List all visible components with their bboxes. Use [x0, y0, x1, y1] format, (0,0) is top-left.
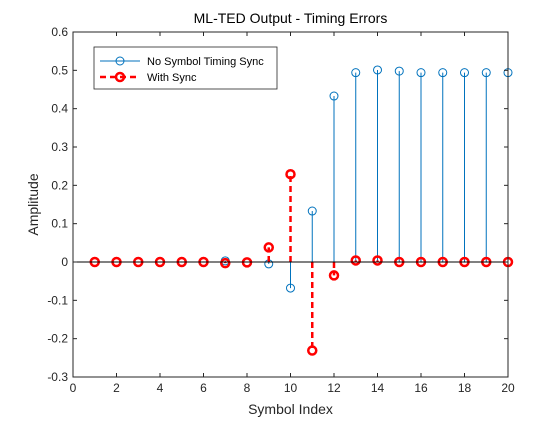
- y-tick-label: -0.2: [47, 332, 68, 346]
- x-tick-label: 18: [458, 381, 472, 395]
- y-tick-label: 0.2: [51, 178, 68, 192]
- x-tick-label: 2: [113, 381, 120, 395]
- x-tick-label: 4: [157, 381, 164, 395]
- x-tick-label: 0: [70, 381, 77, 395]
- y-axis-label: Amplitude: [25, 173, 41, 235]
- x-axis-label: Symbol Index: [248, 401, 333, 417]
- legend-label-no-sync: No Symbol Timing Sync: [147, 56, 264, 68]
- y-tick-label: 0: [61, 255, 68, 269]
- y-tick-label: -0.3: [47, 370, 68, 384]
- legend: No Symbol Timing Sync With Sync: [94, 47, 277, 89]
- y-tick-label: 0.4: [51, 102, 68, 116]
- y-tick-label: 0.1: [51, 217, 68, 231]
- x-tick-label: 12: [327, 381, 341, 395]
- y-tick-label: 0.6: [51, 25, 68, 39]
- x-tick-label: 16: [414, 381, 428, 395]
- y-tick-label: -0.1: [47, 293, 68, 307]
- x-tick-label: 14: [371, 381, 385, 395]
- y-tick-label: 0.3: [51, 140, 68, 154]
- x-tick-label: 6: [200, 381, 207, 395]
- chart-title: ML-TED Output - Timing Errors: [194, 10, 388, 26]
- x-tick-label: 10: [284, 381, 298, 395]
- x-tick-label: 8: [244, 381, 251, 395]
- legend-label-with-sync: With Sync: [147, 72, 197, 84]
- y-tick-label: 0.5: [51, 63, 68, 77]
- x-tick-label: 20: [501, 381, 515, 395]
